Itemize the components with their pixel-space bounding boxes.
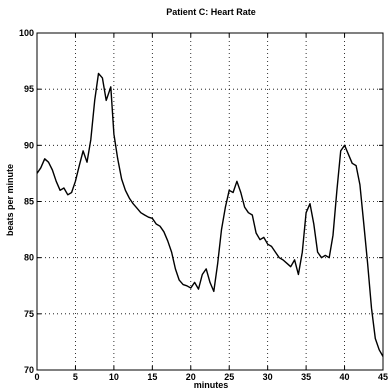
y-axis-label: beats per minute — [5, 164, 15, 236]
grid-layer — [37, 33, 383, 370]
x-tick-label: 45 — [378, 372, 388, 382]
y-tick-label: 80 — [24, 253, 34, 263]
x-tick-label: 25 — [224, 372, 234, 382]
x-tick-label: 40 — [340, 372, 350, 382]
x-axis-label: minutes — [194, 380, 229, 389]
heart-rate-line — [36, 72, 384, 357]
y-tick-label: 90 — [24, 140, 34, 150]
x-tick-label: 5 — [73, 372, 78, 382]
x-tick-label: 30 — [263, 372, 273, 382]
y-tick-label: 70 — [24, 365, 34, 375]
x-tick-label: 35 — [301, 372, 311, 382]
chart-title: Patient C: Heart Rate — [166, 7, 256, 17]
x-tick-label: 20 — [186, 372, 196, 382]
y-tick-label: 95 — [24, 84, 34, 94]
x-tick-label: 15 — [147, 372, 157, 382]
x-tick-label: 10 — [109, 372, 119, 382]
y-tick-label: 85 — [24, 197, 34, 207]
series-layer — [36, 72, 384, 357]
tick-layer: 0 5 10 15 20 25 30 35 40 45 70 75 80 85 90 95 100 — [19, 28, 388, 382]
y-tick-label: 100 — [19, 28, 34, 38]
x-tick-label: 0 — [34, 372, 39, 382]
y-tick-label: 75 — [24, 309, 34, 319]
